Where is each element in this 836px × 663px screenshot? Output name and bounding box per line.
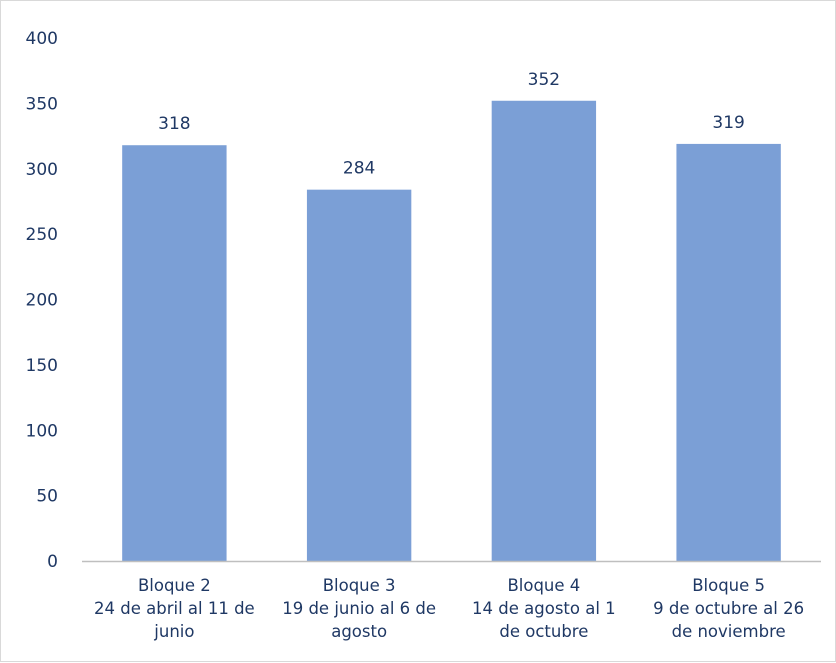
bar — [491, 100, 597, 561]
data-label: 318 — [158, 114, 190, 134]
x-axis-labels: Bloque 2 24 de abril al 11 de junio Bloque … — [94, 576, 804, 641]
bar — [122, 145, 227, 561]
y-axis: 0 50 100 150 200 250 300 350 400 — [26, 29, 58, 572]
data-label: 284 — [343, 159, 375, 179]
y-tick-label: 50 — [36, 487, 58, 507]
bars — [122, 100, 781, 562]
bar — [306, 189, 412, 562]
y-tick-label: 400 — [26, 29, 58, 49]
y-tick-label: 100 — [26, 421, 58, 441]
y-tick-label: 200 — [26, 291, 58, 311]
data-labels: 318 284 352 319 — [158, 70, 745, 179]
y-tick-label: 250 — [26, 225, 58, 245]
y-tick-label: 150 — [26, 356, 58, 376]
y-tick-label: 0 — [47, 552, 58, 572]
x-tick-label: Bloque 4 14 de agosto al 1 de octubre — [472, 576, 616, 641]
y-tick-label: 300 — [26, 160, 58, 180]
y-tick-label: 350 — [26, 94, 58, 114]
x-tick-label: Bloque 3 19 de junio al 6 de agosto — [282, 576, 436, 641]
bar — [676, 143, 781, 561]
x-tick-label: Bloque 2 24 de abril al 11 de junio — [94, 576, 255, 641]
data-label: 319 — [712, 113, 744, 133]
data-label: 352 — [528, 70, 560, 90]
